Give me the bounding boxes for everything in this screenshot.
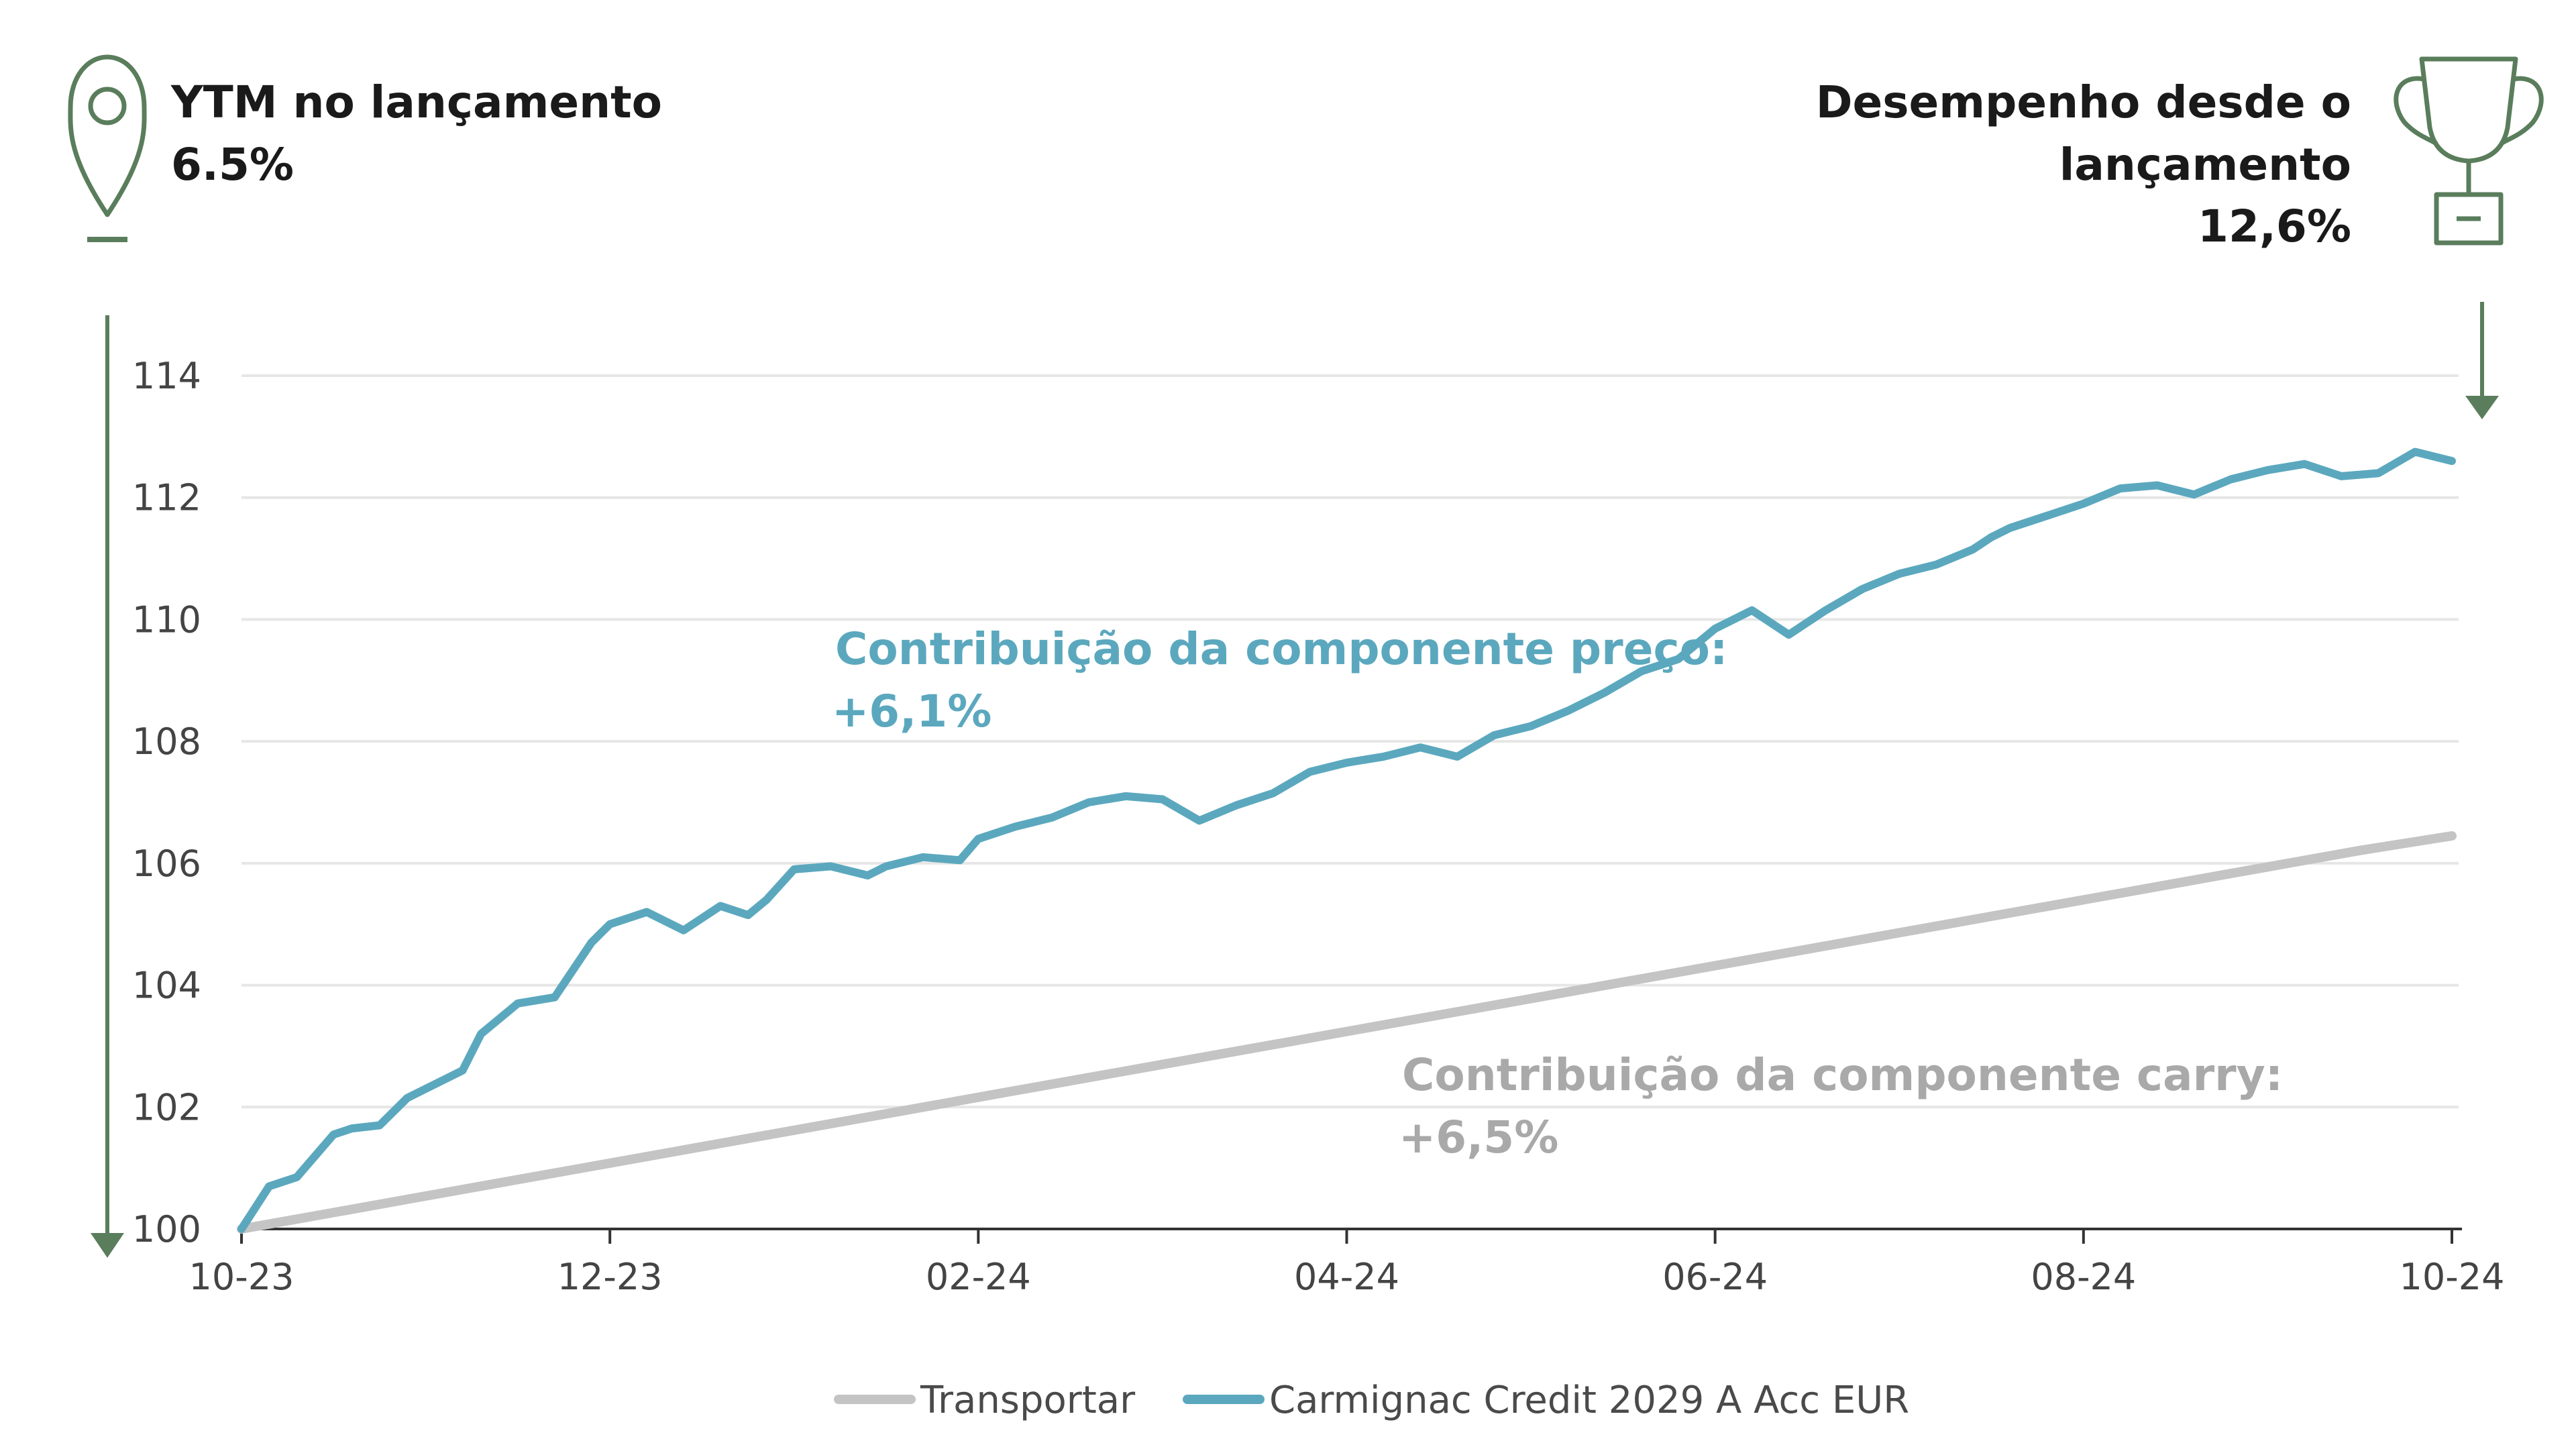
series-line-0 <box>237 831 2457 1234</box>
series-line-1 <box>237 447 2456 1233</box>
performance-label-line2: lançamento <box>2059 139 2351 191</box>
legend-label-1: Carmignac Credit 2029 A Acc EUR <box>1269 1379 1909 1422</box>
x-tick-label: 06-24 <box>1662 1256 1768 1298</box>
map-pin-icon <box>68 54 147 242</box>
y-tick-label: 102 <box>132 1086 201 1128</box>
legend-label-0: Transportar <box>920 1379 1136 1422</box>
y-tick-label: 100 <box>132 1208 201 1250</box>
legend: Transportar Carmignac Credit 2029 A Acc E… <box>834 1379 1909 1422</box>
y-tick-label: 110 <box>132 598 201 641</box>
ytm-label: YTM no lançamento <box>170 76 662 128</box>
x-tick-label: 12-23 <box>557 1256 663 1298</box>
x-tick-label: 04-24 <box>1294 1256 1399 1298</box>
trophy-icon <box>2394 56 2544 246</box>
gridlines <box>241 374 2459 1109</box>
price-contribution-label: Contribuição da componente preço: <box>835 623 1727 675</box>
left-axis-arrow <box>91 315 124 1258</box>
x-tick-label: 10-23 <box>189 1256 294 1298</box>
carry-contribution-label: Contribuição da componente carry: <box>1402 1049 2283 1101</box>
y-tick-label: 108 <box>132 720 201 763</box>
ytm-value: 6.5% <box>171 139 294 191</box>
price-contribution-value: +6,1% <box>832 686 991 737</box>
x-tick-label: 08-24 <box>2031 1256 2136 1298</box>
y-tick-label: 106 <box>132 843 201 885</box>
x-tick-label: 02-24 <box>926 1256 1031 1298</box>
endpoint-arrow <box>2465 302 2499 419</box>
x-axis: 10-23 12-23 02-24 04-24 06-24 08-24 10-24 <box>189 1228 2505 1298</box>
carry-contribution-value: +6,5% <box>1399 1112 1558 1163</box>
series-lines <box>237 447 2457 1234</box>
y-tick-label: 114 <box>132 355 201 397</box>
performance-label-line1: Desempenho desde o <box>1816 76 2351 128</box>
y-tick-label: 112 <box>132 477 201 519</box>
y-tick-label: 104 <box>132 965 201 1007</box>
performance-value: 12,6% <box>2198 201 2351 252</box>
x-tick-label: 10-24 <box>2400 1256 2505 1298</box>
y-axis-labels: 100 102 104 106 108 110 112 114 <box>132 355 201 1250</box>
